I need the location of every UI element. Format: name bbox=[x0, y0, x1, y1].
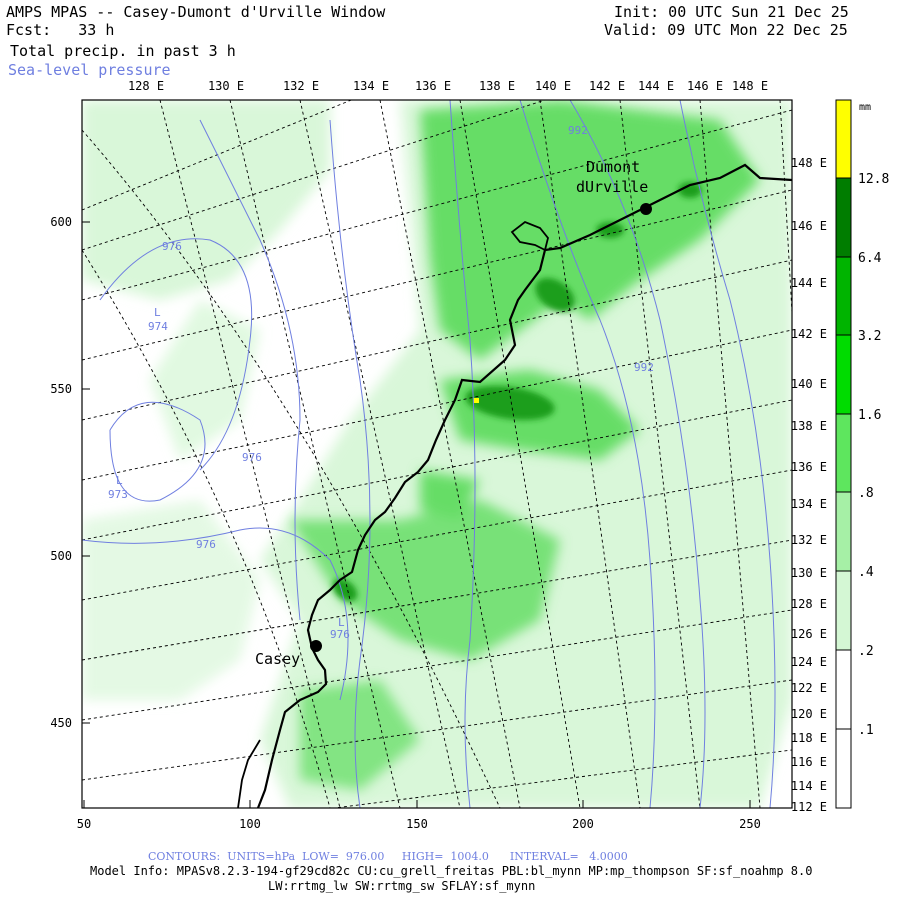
colorbar: mm 12.8 6.4 3.2 1.6 .8 .4 .2 .1 bbox=[835, 99, 889, 809]
right-lon-label: 122 E bbox=[791, 681, 827, 695]
right-lon-label: 144 E bbox=[791, 276, 827, 290]
colorbar-level: .4 bbox=[858, 565, 874, 580]
colorbar-level: 6.4 bbox=[858, 251, 882, 266]
dumont-label-line1: Dumont bbox=[586, 158, 640, 176]
map-frame bbox=[81, 99, 793, 809]
colorbar-segment bbox=[836, 257, 851, 335]
right-lon-label: 120 E bbox=[791, 707, 827, 721]
right-lon-label: 140 E bbox=[791, 377, 827, 391]
colorbar-level: .8 bbox=[858, 486, 874, 501]
colorbar-segment bbox=[836, 178, 851, 257]
bottom-tick-label: 250 bbox=[739, 817, 761, 831]
valid-time: Valid: 09 UTC Mon 22 Dec 25 bbox=[604, 21, 848, 39]
bottom-tick-label: 50 bbox=[77, 817, 91, 831]
isobars bbox=[82, 100, 776, 808]
top-lon-label: 146 E bbox=[687, 79, 723, 93]
top-lon-label: 148 E bbox=[732, 79, 768, 93]
low-pressure-label: L bbox=[154, 306, 161, 319]
right-lon-label: 136 E bbox=[791, 460, 827, 474]
contour-info: CONTOURS: UNITS=hPa LOW= 976.00 HIGH= 10… bbox=[148, 850, 628, 863]
init-time: Init: 00 UTC Sun 21 Dec 25 bbox=[614, 3, 849, 21]
colorbar-segment bbox=[836, 571, 851, 650]
coastline bbox=[237, 163, 792, 808]
precip-field bbox=[82, 100, 792, 808]
top-lon-label: 128 E bbox=[128, 79, 164, 93]
model-info: Model Info: MPASv8.2.3-194-gf29cd82c CU:… bbox=[90, 864, 813, 878]
right-lon-label: 114 E bbox=[791, 779, 827, 793]
isobar-label: 976 bbox=[242, 451, 262, 464]
isobar-label: 976 bbox=[330, 628, 350, 641]
casey-station-marker bbox=[310, 640, 322, 652]
right-lon-label: 142 E bbox=[791, 327, 827, 341]
isobar-label: 992 bbox=[568, 124, 588, 137]
isobar-label: 976 bbox=[196, 538, 216, 551]
right-lon-label: 130 E bbox=[791, 566, 827, 580]
bottom-tick-label: 100 bbox=[239, 817, 261, 831]
right-lon-label: 124 E bbox=[791, 655, 827, 669]
colorbar-level: .1 bbox=[858, 723, 874, 738]
colorbar-segment bbox=[836, 492, 851, 571]
top-lon-label: 132 E bbox=[283, 79, 319, 93]
overlay-name: Sea-level pressure bbox=[8, 61, 171, 79]
colorbar-level: 3.2 bbox=[858, 329, 881, 344]
top-lon-label: 140 E bbox=[535, 79, 571, 93]
right-lon-label: 128 E bbox=[791, 597, 827, 611]
left-tick-label: 550 bbox=[50, 382, 72, 396]
max-precip-spot bbox=[473, 398, 479, 403]
colorbar-level: .2 bbox=[858, 644, 874, 659]
top-lon-label: 134 E bbox=[353, 79, 389, 93]
colorbar-unit: mm bbox=[859, 102, 871, 113]
right-lon-label: 112 E bbox=[791, 800, 827, 814]
map-title: AMPS MPAS -- Casey-Dumont d'Urville Wind… bbox=[6, 3, 386, 21]
axis-ticks bbox=[82, 221, 751, 808]
right-lon-label: 126 E bbox=[791, 627, 827, 641]
left-tick-label: 600 bbox=[50, 215, 72, 229]
field-name: Total precip. in past 3 h bbox=[10, 42, 236, 60]
dumont-durville-station-marker bbox=[640, 203, 652, 215]
forecast-hour: Fcst: 33 h bbox=[6, 21, 115, 39]
right-lon-label: 148 E bbox=[791, 156, 827, 170]
left-tick-label: 500 bbox=[50, 549, 72, 563]
isobar-label: 992 bbox=[634, 361, 654, 374]
colorbar-level: 12.8 bbox=[858, 172, 889, 187]
left-tick-label: 450 bbox=[50, 716, 72, 730]
colorbar-segment bbox=[836, 100, 851, 178]
colorbar-segment bbox=[836, 335, 851, 414]
bottom-tick-label: 200 bbox=[572, 817, 594, 831]
top-lon-label: 136 E bbox=[415, 79, 451, 93]
casey-label: Casey bbox=[255, 650, 300, 668]
low-pressure-label: L bbox=[338, 616, 345, 629]
bottom-tick-label: 150 bbox=[406, 817, 428, 831]
low-pressure-label: L bbox=[116, 474, 123, 487]
isobar-label: 976 bbox=[162, 240, 182, 253]
right-lon-label: 118 E bbox=[791, 731, 827, 745]
isobar-label: 974 bbox=[148, 320, 168, 333]
top-lon-label: 138 E bbox=[479, 79, 515, 93]
right-lon-label: 116 E bbox=[791, 755, 827, 769]
colorbar-segment bbox=[836, 414, 851, 492]
isobar-label: 973 bbox=[108, 488, 128, 501]
right-lon-label: 132 E bbox=[791, 533, 827, 547]
right-lon-label: 134 E bbox=[791, 497, 827, 511]
right-lon-label: 146 E bbox=[791, 219, 827, 233]
colorbar-level: 1.6 bbox=[858, 408, 881, 423]
colorbar-frame bbox=[835, 99, 852, 809]
top-lon-label: 142 E bbox=[589, 79, 625, 93]
dumont-label-line2: dUrville bbox=[576, 178, 648, 196]
graticule bbox=[82, 100, 792, 808]
model-info-physics: LW:rrtmg_lw SW:rrtmg_sw SFLAY:sf_mynn bbox=[268, 879, 536, 893]
top-lon-label: 130 E bbox=[208, 79, 244, 93]
top-lon-label: 144 E bbox=[638, 79, 674, 93]
right-lon-label: 138 E bbox=[791, 419, 827, 433]
